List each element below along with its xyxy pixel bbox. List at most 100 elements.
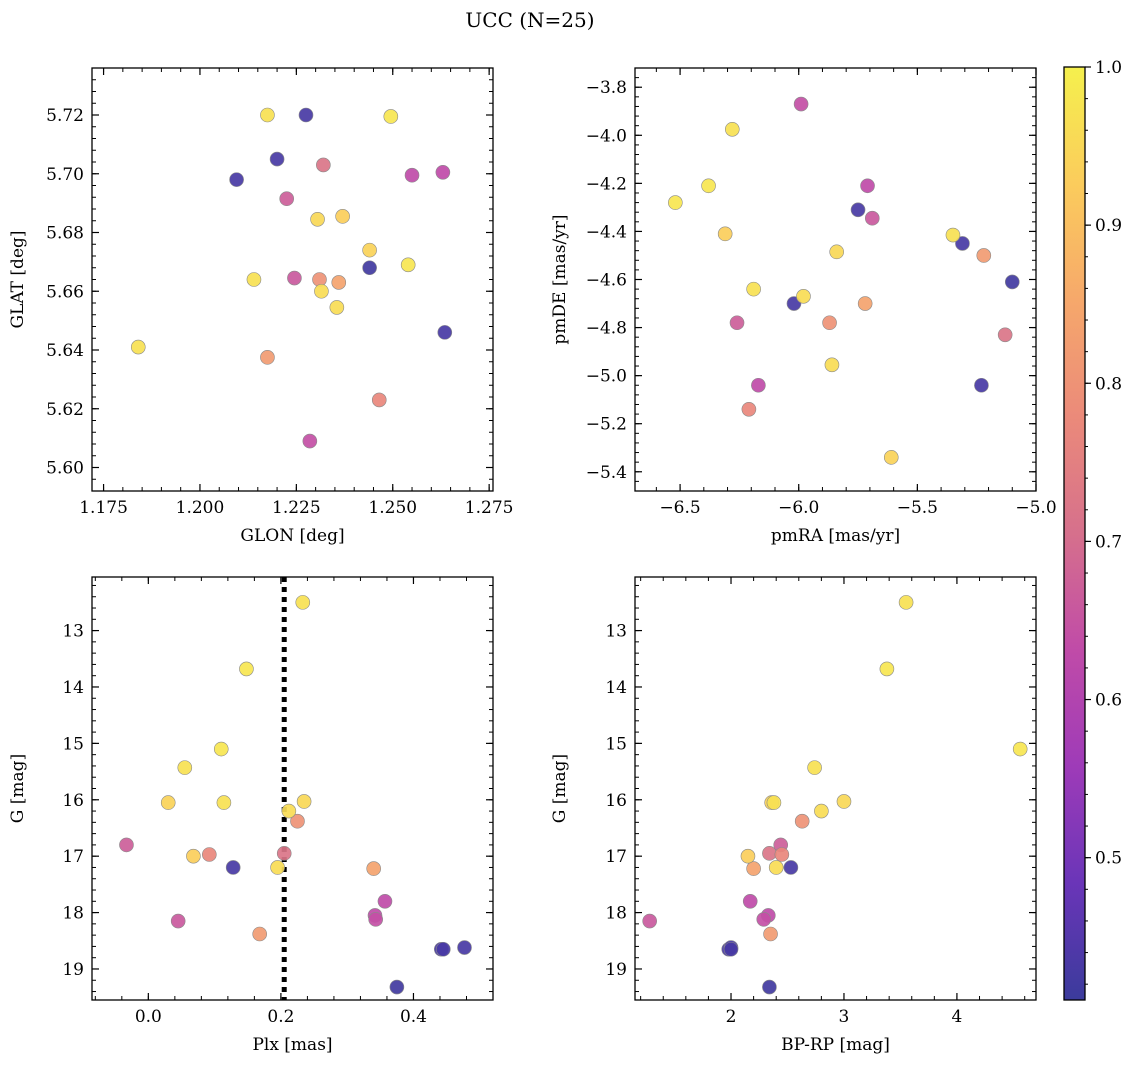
y-tick-label: 5.68 [46, 224, 84, 244]
data-point [864, 210, 880, 226]
y-tick-label: 15 [605, 734, 627, 754]
data-point [331, 275, 347, 290]
data-point [260, 107, 275, 123]
y-tick-label: 16 [605, 791, 627, 811]
x-tick-label: −6.5 [659, 498, 700, 518]
data-point [246, 272, 262, 287]
data-point [642, 913, 657, 929]
data-point [807, 760, 822, 775]
data-point [316, 157, 331, 173]
data-point [435, 941, 451, 957]
minor-ticks [635, 67, 1037, 492]
data-point [723, 941, 739, 957]
y-tick-label: 14 [62, 678, 84, 698]
figure-title: UCC (N=25) [465, 8, 594, 32]
y-axis-label: G [mag] [8, 754, 28, 823]
y-tick-label: −4.2 [586, 174, 627, 194]
colorbar-tick-label: 0.6 [1095, 691, 1122, 711]
data-point [130, 339, 146, 355]
data-point [371, 392, 387, 408]
y-axis-label: GLAT [deg] [8, 230, 28, 328]
data-point [974, 377, 989, 393]
y-tick-label: 17 [605, 847, 627, 867]
y-tick-label: −5.0 [586, 367, 627, 387]
data-point [724, 121, 740, 137]
data-point [768, 860, 784, 875]
x-tick-label: −5.5 [897, 498, 938, 518]
data-point [368, 912, 383, 927]
colorbar-tick-label: 0.8 [1095, 374, 1122, 394]
data-point [295, 595, 311, 610]
x-tick-label: 1.275 [465, 498, 514, 518]
data-point [239, 661, 254, 677]
data-point [170, 913, 186, 929]
data-point [377, 893, 393, 909]
data-point [1012, 741, 1028, 757]
data-point [746, 861, 761, 876]
colorbar-tick-label: 0.7 [1095, 532, 1122, 552]
data-point [290, 813, 305, 829]
data-point [281, 803, 297, 819]
data-point [741, 401, 757, 417]
data-point [763, 926, 778, 942]
data-point [796, 289, 811, 304]
data-point [119, 837, 134, 853]
x-tick-label: 1.225 [272, 498, 321, 518]
data-point [1004, 274, 1020, 290]
y-tick-label: 5.60 [46, 459, 84, 479]
data-point [717, 226, 733, 242]
data-point [287, 270, 302, 286]
data-point [252, 926, 267, 942]
panel-4: 2 3 4 13 14 15 16 17 18 19 BP-RP [mag] G [mag] [550, 576, 1037, 1055]
data-point [216, 795, 232, 810]
data-point [701, 178, 716, 194]
data-point [298, 107, 314, 123]
data-point [774, 847, 790, 862]
x-tick-label: 1.200 [176, 498, 225, 518]
data-point [329, 300, 345, 315]
data-point [362, 260, 377, 276]
x-axis-label: Plx [mas] [252, 1035, 332, 1055]
data-point [400, 257, 416, 273]
y-tick-label: −4.0 [586, 126, 627, 146]
data-point [751, 377, 766, 393]
data-point [762, 846, 777, 861]
colorbar-gradient [1063, 66, 1086, 1001]
data-point [310, 211, 325, 227]
panels: 1.175 1.200 1.225 1.250 1.275 5.60 5.62 5.64 5.6… [8, 67, 1057, 1055]
data-point [794, 813, 810, 829]
plot-frame [634, 67, 1037, 492]
y-tick-label: 5.64 [46, 341, 84, 361]
data-point [945, 227, 961, 243]
y-tick-label: −5.2 [586, 415, 627, 435]
data-point [229, 172, 244, 187]
data-point [860, 178, 875, 194]
x-axis-label: pmRA [mas/yr] [771, 526, 900, 546]
y-tick-label: −4.8 [586, 319, 627, 339]
data-point [270, 860, 285, 875]
data-point [335, 209, 350, 224]
plot-frame [91, 576, 494, 1001]
data-point [302, 433, 318, 449]
plot-frame [634, 576, 1037, 1001]
data-point [383, 109, 399, 124]
data-point [814, 803, 829, 819]
data-point [746, 281, 761, 297]
data-point [883, 450, 899, 465]
x-tick-label: 1.250 [368, 498, 417, 518]
y-tick-label: 14 [605, 678, 627, 698]
data-point [435, 164, 451, 180]
data-point [997, 327, 1013, 343]
y-tick-label: −4.4 [586, 222, 627, 242]
data-point [213, 741, 229, 757]
x-tick-label: 4 [952, 1007, 963, 1027]
minor-ticks [92, 577, 494, 1000]
y-tick-label: −3.8 [586, 78, 627, 98]
data-point [296, 794, 312, 809]
y-tick-label: −4.6 [586, 271, 627, 291]
data-point [822, 315, 837, 331]
data-point [457, 940, 472, 955]
data-point [793, 96, 809, 112]
colorbar-tick-label: 1.0 [1095, 58, 1122, 78]
